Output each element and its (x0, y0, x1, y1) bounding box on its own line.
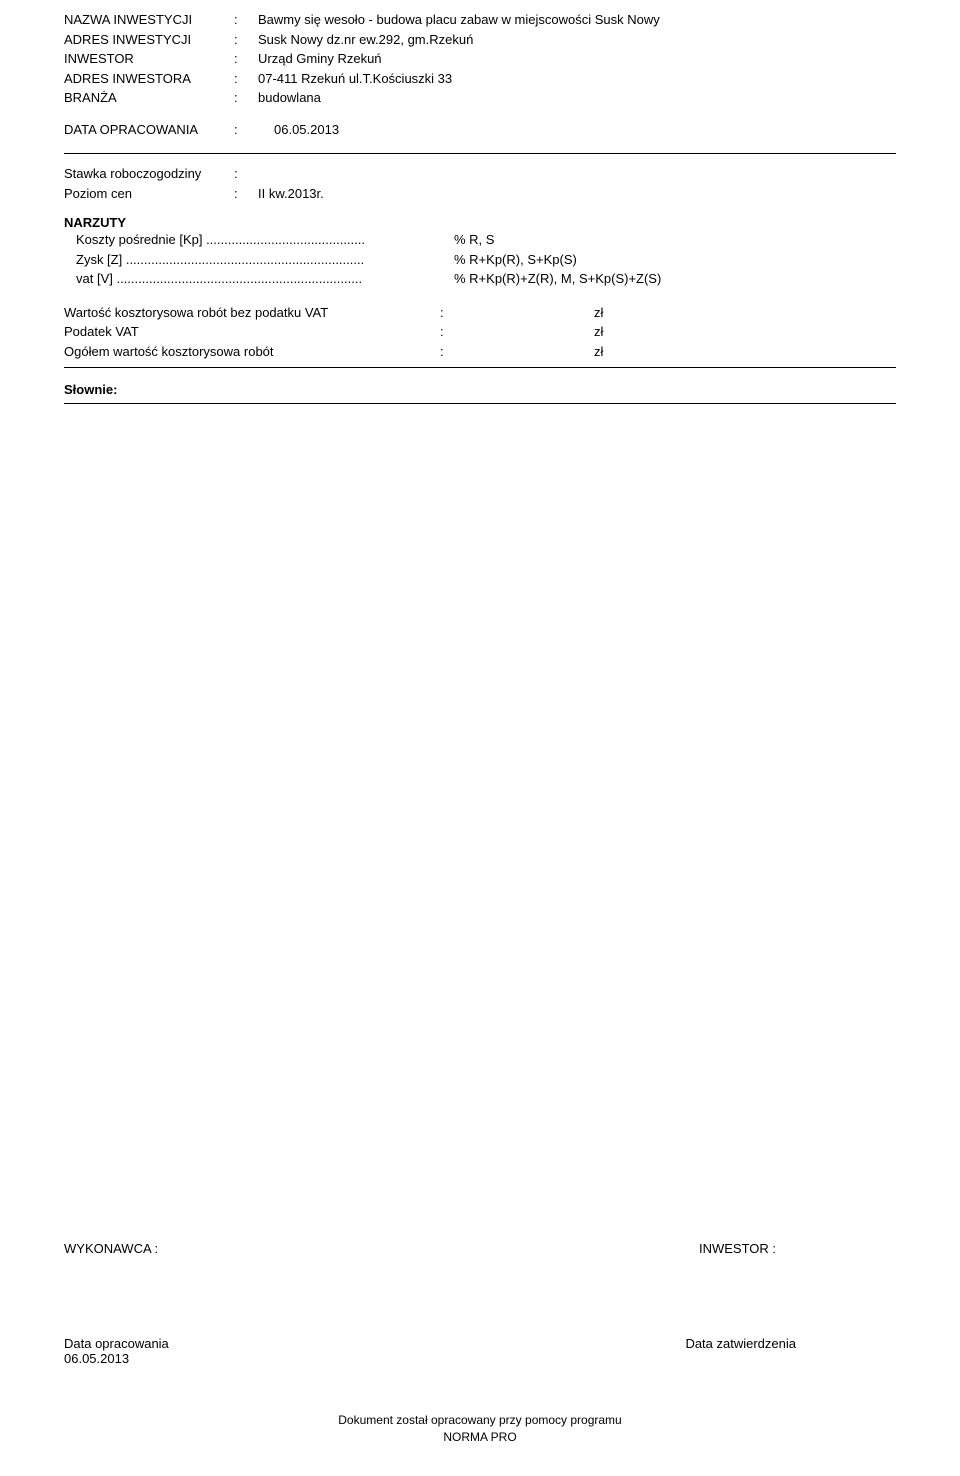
stawka-label: Stawka roboczogodziny (64, 164, 234, 184)
inwestor-label: INWESTOR : (699, 1241, 896, 1256)
wartosc-row: Wartość kosztorysowa robót bez podatku V… (64, 303, 896, 323)
wartosc-value: zł (594, 342, 603, 362)
narzuty-block: NARZUTY Koszty pośrednie [Kp] ..........… (64, 215, 896, 289)
wartosc-label: Podatek VAT (64, 322, 440, 342)
narzuty-row: vat [V] ................................… (64, 269, 896, 289)
meta-label: INWESTOR (64, 49, 234, 69)
poziom-row: Poziom cen : II kw.2013r. (64, 184, 896, 204)
signature-block: WYKONAWCA : INWESTOR : Data opracowania … (64, 1231, 896, 1366)
meta-label: DATA OPRACOWANIA (64, 120, 234, 140)
stawka-colon: : (234, 164, 258, 184)
meta-value: 07-411 Rzekuń ul.T.Kościuszki 33 (258, 69, 896, 89)
meta-row: BRANŻA : budowlana (64, 88, 896, 108)
meta-value: Susk Nowy dz.nr ew.292, gm.Rzekuń (258, 30, 896, 50)
slownie-label: Słownie: (64, 382, 896, 397)
narzuty-value: % R, S (454, 230, 494, 250)
meta-value: 06.05.2013 (274, 120, 896, 140)
data-opracowania-value: 06.05.2013 (64, 1351, 169, 1366)
divider (64, 403, 896, 404)
narzuty-value: % R+Kp(R)+Z(R), M, S+Kp(S)+Z(S) (454, 269, 661, 289)
footer: Dokument został opracowany przy pomocy p… (0, 1412, 960, 1446)
wartosc-colon: : (440, 322, 594, 342)
signature-row: WYKONAWCA : INWESTOR : (64, 1241, 896, 1256)
meta-row: ADRES INWESTORA : 07-411 Rzekuń ul.T.Koś… (64, 69, 896, 89)
data-zatwierdzenia-block: Data zatwierdzenia (685, 1336, 896, 1366)
narzuty-row: Zysk [Z] ...............................… (64, 250, 896, 270)
header-meta: NAZWA INWESTYCJI : Bawmy się wesoło - bu… (64, 10, 896, 139)
meta-value: Urząd Gminy Rzekuń (258, 49, 896, 69)
meta-label: BRANŻA (64, 88, 234, 108)
meta-colon: : (234, 120, 274, 140)
footer-line1: Dokument został opracowany przy pomocy p… (0, 1412, 960, 1429)
wartosc-colon: : (440, 342, 594, 362)
wartosc-block: Wartość kosztorysowa robót bez podatku V… (64, 303, 896, 362)
poziom-colon: : (234, 184, 258, 204)
meta-colon: : (234, 49, 258, 69)
narzuty-row: Koszty pośrednie [Kp] ..................… (64, 230, 896, 250)
footer-line2: NORMA PRO (0, 1429, 960, 1446)
divider (64, 153, 896, 154)
meta-value: budowlana (258, 88, 896, 108)
poziom-value: II kw.2013r. (258, 184, 324, 204)
stawka-row: Stawka roboczogodziny : (64, 164, 896, 184)
stawka-block: Stawka roboczogodziny : Poziom cen : II … (64, 164, 896, 203)
meta-colon: : (234, 69, 258, 89)
wartosc-row: Podatek VAT : zł (64, 322, 896, 342)
divider (64, 367, 896, 368)
narzuty-label: Koszty pośrednie [Kp] ..................… (64, 230, 454, 250)
meta-label: ADRES INWESTORA (64, 69, 234, 89)
date-row: Data opracowania 06.05.2013 Data zatwier… (64, 1336, 896, 1366)
narzuty-value: % R+Kp(R), S+Kp(S) (454, 250, 577, 270)
meta-label: ADRES INWESTYCJI (64, 30, 234, 50)
narzuty-title: NARZUTY (64, 215, 896, 230)
narzuty-label: Zysk [Z] ...............................… (64, 250, 454, 270)
meta-row: NAZWA INWESTYCJI : Bawmy się wesoło - bu… (64, 10, 896, 30)
narzuty-label: vat [V] ................................… (64, 269, 454, 289)
wartosc-value: zł (594, 322, 603, 342)
meta-row-date: DATA OPRACOWANIA : 06.05.2013 (64, 120, 896, 140)
data-opracowania-block: Data opracowania 06.05.2013 (64, 1336, 169, 1366)
wartosc-label: Ogółem wartość kosztorysowa robót (64, 342, 440, 362)
wykonawca-label: WYKONAWCA : (64, 1241, 158, 1256)
meta-colon: : (234, 88, 258, 108)
meta-colon: : (234, 30, 258, 50)
wartosc-value: zł (594, 303, 603, 323)
poziom-label: Poziom cen (64, 184, 234, 204)
data-zatwierdzenia-label: Data zatwierdzenia (685, 1336, 796, 1351)
data-opracowania-label: Data opracowania (64, 1336, 169, 1351)
wartosc-colon: : (440, 303, 594, 323)
meta-value: Bawmy się wesoło - budowa placu zabaw w … (258, 10, 896, 30)
wartosc-row: Ogółem wartość kosztorysowa robót : zł (64, 342, 896, 362)
meta-label: NAZWA INWESTYCJI (64, 10, 234, 30)
wartosc-label: Wartość kosztorysowa robót bez podatku V… (64, 303, 440, 323)
meta-colon: : (234, 10, 258, 30)
meta-row: INWESTOR : Urząd Gminy Rzekuń (64, 49, 896, 69)
meta-row: ADRES INWESTYCJI : Susk Nowy dz.nr ew.29… (64, 30, 896, 50)
